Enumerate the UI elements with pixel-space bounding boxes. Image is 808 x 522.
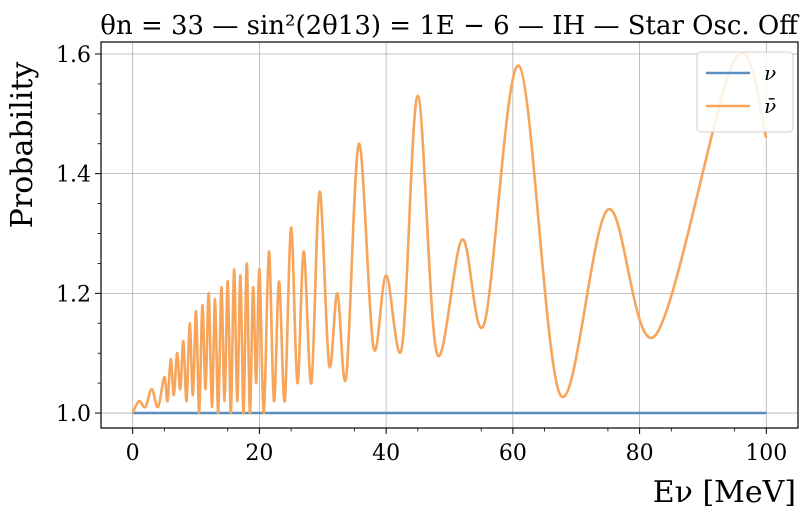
legend-label: ν̄ [764,94,776,118]
axis-ticks: 0 20 40 60 80 100 1.0 1.2 1.4 1.6 [56,43,787,466]
legend-label: ν [764,61,776,85]
x-tick-label: 80 [626,441,654,466]
y-tick-label: 1.2 [56,282,91,307]
x-tick-label: 20 [245,441,273,466]
y-tick-label: 1.0 [56,402,91,427]
series-group [131,51,768,415]
plot-frame [100,41,799,429]
x-tick-label: 100 [745,441,787,466]
x-tick-label: 60 [499,441,527,466]
y-axis-label: Probability [5,62,40,229]
x-tick-label: 40 [372,441,400,466]
series-line-1 [131,51,768,415]
x-axis-label: Eν [MeV] [653,475,796,510]
y-tick-label: 1.4 [56,163,91,188]
chart-title: θn = 33 — sin²(2θ13) = 1E − 6 — IH — Sta… [100,11,800,41]
legend: ν ν̄ [696,51,794,133]
legend-box [696,51,794,133]
y-tick-label: 1.6 [56,43,91,68]
x-tick-label: 0 [126,441,140,466]
